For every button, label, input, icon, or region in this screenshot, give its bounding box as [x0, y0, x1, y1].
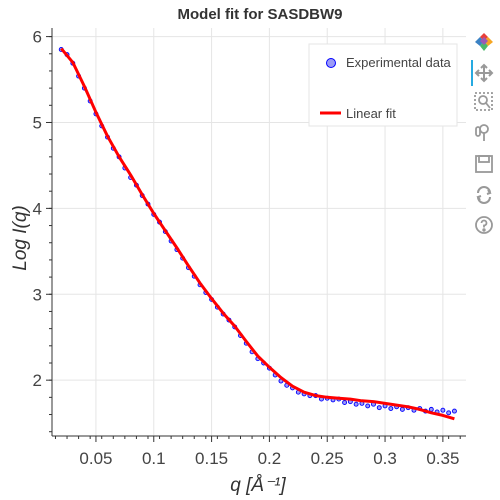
x-tick-label: 0.2	[258, 449, 282, 468]
bokeh-logo-icon[interactable]	[474, 32, 494, 52]
x-tick-labels: 0.05 0.1 0.15 0.2 0.25 0.3 0.35	[79, 449, 459, 468]
legend: Experimental data Linear fit	[308, 43, 458, 127]
x-tick-label: 0.25	[311, 449, 344, 468]
plot-toolbar	[468, 28, 500, 268]
y-axis-label: Log I(q)	[10, 205, 31, 270]
fit-line	[60, 47, 455, 421]
data-point	[342, 400, 348, 405]
data-point	[451, 408, 457, 414]
y-tick-label: 5	[33, 113, 42, 132]
x-tick-label: 0.3	[373, 449, 397, 468]
axes	[46, 28, 466, 442]
chart-title: Model fit for SASDBW9	[178, 6, 343, 23]
y-tick-label: 2	[33, 371, 42, 390]
save-icon[interactable]	[474, 154, 494, 174]
data-point	[353, 401, 359, 407]
active-tool-indicator	[471, 60, 473, 86]
y-tick-label: 4	[33, 199, 42, 218]
pan-icon[interactable]	[474, 63, 494, 83]
x-tick-label: 0.35	[426, 449, 459, 468]
y-tick-label: 3	[33, 285, 42, 304]
y-tick-label: 6	[33, 28, 42, 47]
data-point	[365, 403, 371, 409]
x-tick-label: 0.1	[142, 449, 166, 468]
data-point	[440, 407, 446, 413]
x-tick-label: 0.05	[79, 449, 112, 468]
legend-label-fit: Linear fit	[346, 106, 396, 121]
y-tick-labels: 2 3 4 5 6	[33, 28, 42, 391]
linear-fit-line	[60, 47, 455, 421]
legend-label-experimental: Experimental data	[346, 55, 452, 70]
wheel-zoom-icon[interactable]	[474, 123, 494, 143]
data-point	[388, 406, 394, 411]
help-icon[interactable]	[474, 215, 494, 235]
x-axis-label: q [Å⁻¹]	[230, 475, 286, 496]
x-tick-label: 0.15	[195, 449, 228, 468]
data-point	[376, 405, 382, 411]
legend-marker-experimental	[326, 58, 336, 68]
data-point	[399, 406, 405, 412]
data-point	[446, 410, 452, 416]
box-zoom-icon[interactable]	[474, 92, 494, 112]
reset-icon[interactable]	[474, 185, 494, 205]
data-point	[428, 406, 434, 412]
